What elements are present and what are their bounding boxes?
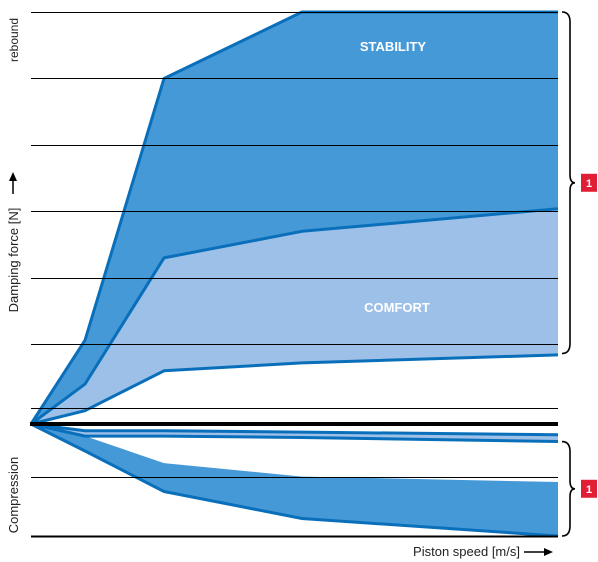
y-label-damping-force: Damping force [N] [6, 208, 21, 313]
bracket-compression [561, 440, 576, 537]
badge-label-rebound: 1 [586, 178, 592, 190]
badge-rebound [581, 173, 597, 192]
band-boundary-line [30, 207, 559, 426]
y-arrow-icon [9, 172, 17, 194]
badge-label-compression: 1 [586, 484, 592, 496]
bracket-rebound [561, 11, 576, 355]
x-axis-label: Piston speed [m/s] [413, 544, 520, 559]
band-layer [29, 10, 559, 538]
bracket-layer: 11 [561, 11, 597, 537]
band-boundary-line [30, 422, 559, 538]
x-arrow-icon [524, 548, 553, 556]
y-label-compression: Compression [6, 457, 21, 534]
series-label-comfort: COMFORT [364, 300, 430, 315]
band-boundary-line [30, 422, 559, 443]
band-stability [31, 12, 558, 424]
band-boundary-line [30, 353, 559, 426]
series-label-stability: STABILITY [360, 39, 427, 54]
y-label-rebound: rebound [7, 18, 21, 62]
badge-compression [581, 479, 597, 498]
band-compression-3 [31, 424, 558, 536]
band-boundary-line [30, 422, 559, 437]
gridlines [31, 12, 558, 538]
